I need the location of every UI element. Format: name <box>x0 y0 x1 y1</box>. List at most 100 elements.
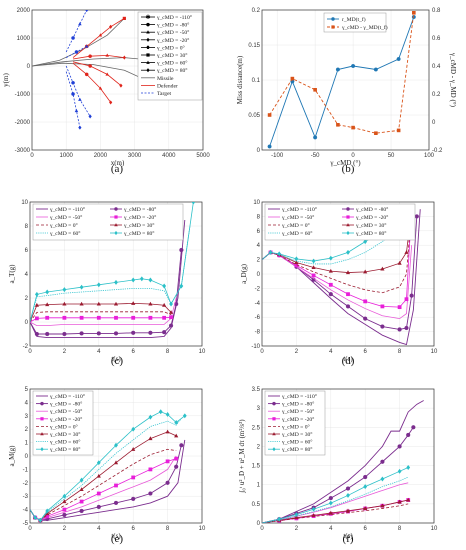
data-point <box>404 250 409 254</box>
x-tick-label: 50 <box>388 153 395 159</box>
data-point <box>328 282 333 287</box>
y-tick-label: 0.05 <box>248 113 260 119</box>
data-point <box>174 420 179 425</box>
legend-label: γ_cMD = 30° <box>281 431 313 438</box>
x-tick-label: 8 <box>398 526 402 532</box>
data-point <box>396 57 401 62</box>
data-point <box>267 144 272 149</box>
legend-marker <box>272 401 276 406</box>
legend: r_MD(t_f)γ_cMD - γ_MD(t_f) <box>323 12 388 33</box>
trajectory-line <box>72 54 125 60</box>
legend: ✱ γ_cMD = -110°γ_cMD = -80°γ_cMD = -50°γ_… <box>137 11 203 101</box>
data-point <box>311 258 316 264</box>
data-point <box>79 301 84 306</box>
data-point <box>311 513 316 517</box>
y-tick-label: 4 <box>257 243 261 249</box>
data-point <box>79 284 84 290</box>
legend-marker <box>346 215 350 219</box>
y-tick-label: 3 <box>257 406 261 412</box>
series-line <box>262 499 409 523</box>
y-tick-label: 0 <box>25 320 29 326</box>
legend-label: γ_cMD = -80° <box>49 401 82 408</box>
x-tick-label: 3000 <box>128 153 142 159</box>
x-tick-label: 4 <box>97 526 101 532</box>
data-point <box>62 507 67 512</box>
legend-label: γ_cMD = 80° <box>281 446 313 453</box>
legend-label: γ_cMD - γ_MD(t_f) <box>341 24 388 31</box>
legend-label: γ_cMD = 60° <box>156 60 188 67</box>
data-point <box>363 474 368 480</box>
chart-d: 0 2 4 6 8 10 -10 -8 -6 -4 -2 0 2 4 6 8 10 t(s) a_D(g) γ_cMD… <box>240 200 438 363</box>
trajectory-defender <box>72 62 113 105</box>
y-axis-label: a_M(g) <box>8 445 16 467</box>
trajectory-target <box>65 10 89 53</box>
x-axis-label: t(s) <box>111 532 121 540</box>
legend-label: γ_cMD = 0° <box>49 222 78 229</box>
y-tick-label: 4 <box>25 400 29 406</box>
y-tick-label: 1 <box>25 441 29 447</box>
data-point <box>373 67 378 72</box>
data-point <box>179 283 184 289</box>
data-point <box>96 460 101 466</box>
legend-label: Missile <box>157 76 174 82</box>
x-tick-label: 4 <box>329 349 333 355</box>
trajectory-marker <box>71 92 75 96</box>
data-point <box>131 301 136 305</box>
y-tick-label: -1 <box>23 467 29 473</box>
data-point <box>335 67 340 72</box>
y-tick-label: -6 <box>255 315 261 321</box>
legend-marker <box>114 215 118 219</box>
data-point <box>397 499 402 504</box>
legend-label: γ_cMD = 80° <box>156 67 188 74</box>
data-point <box>62 512 67 518</box>
trajectory-marker <box>109 100 113 105</box>
x-tick-label: 2 <box>295 349 299 355</box>
x-tick-label: 6 <box>364 349 368 355</box>
chart-f: 0 2 4 6 8 10 0 0.5 1 1.5 2 2.5 3 3.5 t(s) ∫₀ᵗ u²_D + u²… <box>238 387 438 540</box>
series--cmd-0- <box>262 230 411 294</box>
data-point <box>114 442 118 448</box>
data-point <box>414 214 419 219</box>
x-tick-label: 0 <box>260 349 264 355</box>
trajectory-marker <box>105 53 109 57</box>
chart-a: 0 1000 2000 3000 4000 5000 -3000 -2000 -1000 0 100… <box>2 8 210 167</box>
y-tick-label: 0.5 <box>252 502 261 508</box>
legend-marker <box>346 230 350 236</box>
data-point <box>162 302 167 307</box>
x-tick-label: 10 <box>431 349 438 355</box>
data-point <box>396 128 401 133</box>
legend-marker <box>40 417 44 421</box>
x-tick-label: 4 <box>97 349 101 355</box>
data-point <box>131 315 136 320</box>
x-tick-label: -100 <box>271 153 284 159</box>
y-tick-label: 3 <box>25 414 29 420</box>
trajectory-marker <box>88 64 92 68</box>
panel-caption: (f) <box>343 533 354 545</box>
x-tick-label: 0 <box>30 153 34 159</box>
data-point <box>168 323 174 328</box>
y-tick-label: 6 <box>257 229 261 235</box>
data-point <box>131 496 136 501</box>
data-point <box>397 468 402 474</box>
x-axis-label: t(s) <box>343 532 353 540</box>
data-point <box>191 202 196 205</box>
data-point <box>113 301 119 306</box>
data-point <box>162 283 167 289</box>
legend-label: γ_cMD = 0° <box>49 423 78 430</box>
panel-caption: (a) <box>111 163 124 175</box>
data-point <box>406 432 411 438</box>
chart-e: 0 2 4 6 8 10 -5 -4 -3 -2 -1 0 1 2 3 4 5 t(s) a_M(g) γ_cMD =… <box>8 387 206 540</box>
trajectory-line <box>65 71 81 128</box>
trajectory-marker <box>74 50 79 54</box>
x-tick-label: 0 <box>260 526 264 532</box>
trajectory-marker <box>98 86 103 90</box>
data-point <box>45 508 50 514</box>
plot-frame <box>261 388 435 524</box>
legend-label: Target <box>157 91 172 97</box>
legend-label: γ_cMD = -110° <box>156 14 192 21</box>
data-point <box>45 302 50 307</box>
legend-marker <box>146 45 150 49</box>
data-point <box>114 279 118 285</box>
trajectory-marker <box>71 81 75 85</box>
